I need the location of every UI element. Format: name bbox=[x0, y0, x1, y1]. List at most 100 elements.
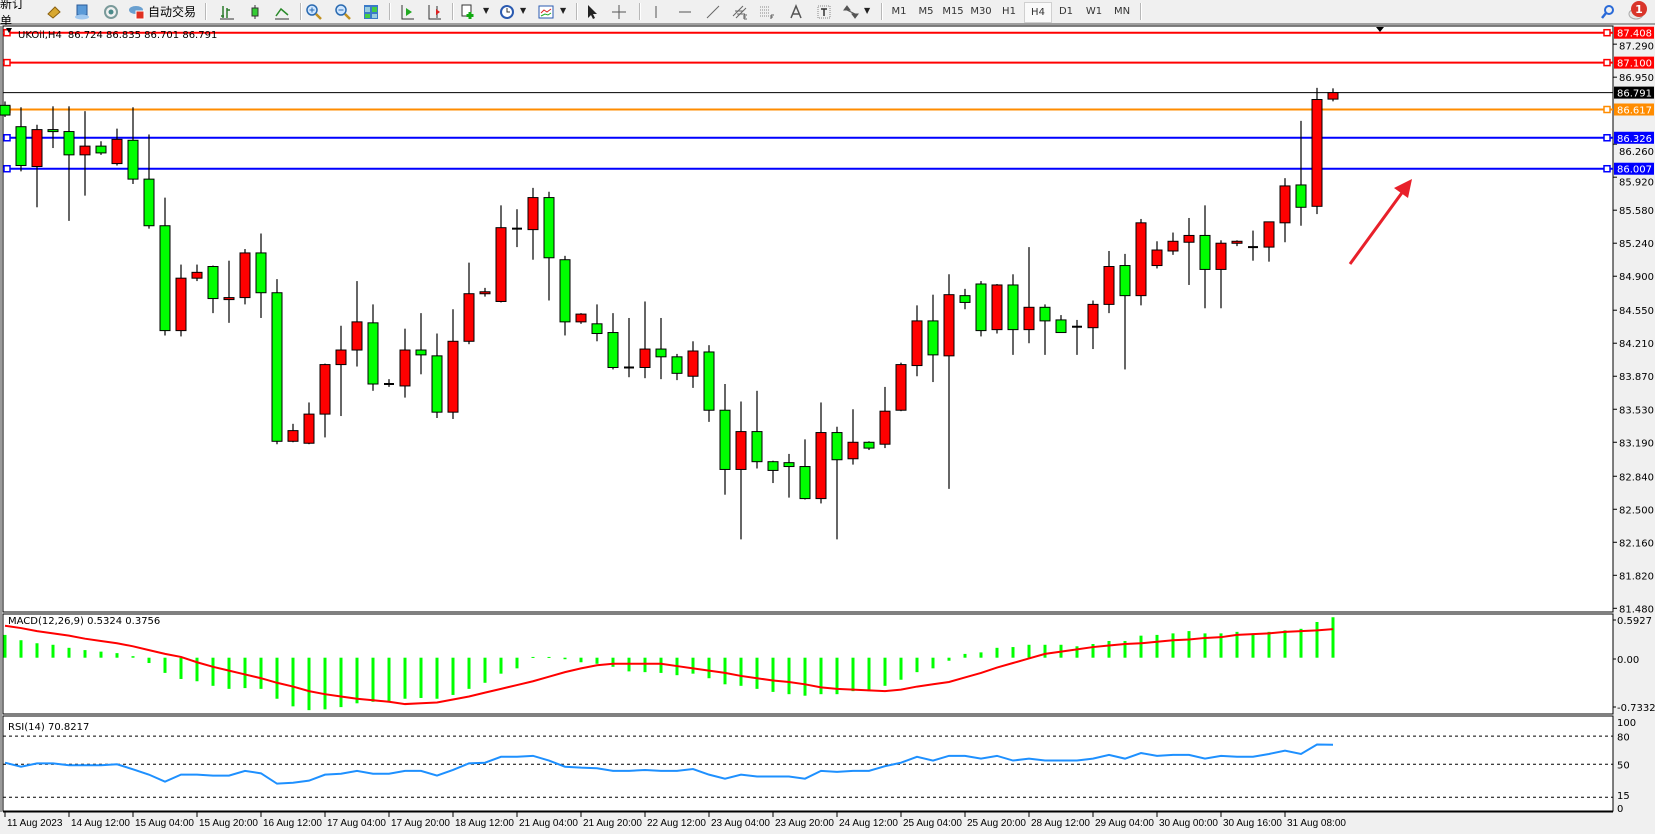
candle-body bbox=[639, 348, 651, 369]
candle bbox=[687, 341, 699, 388]
macd-histogram-bar bbox=[291, 657, 295, 707]
navigator-icon[interactable] bbox=[100, 2, 122, 21]
timeframe-d1[interactable]: D1 bbox=[1058, 6, 1074, 17]
line-chart-icon[interactable] bbox=[271, 2, 293, 21]
auto-scroll-icon[interactable] bbox=[396, 2, 418, 21]
macd-histogram-bar bbox=[851, 657, 855, 692]
auto-trading-button[interactable]: 自动交易 bbox=[126, 2, 198, 21]
candle-body bbox=[495, 227, 507, 302]
candle-body bbox=[1167, 240, 1179, 252]
equidistant-channel-icon[interactable] bbox=[729, 2, 751, 21]
candle-body bbox=[431, 355, 443, 413]
search-icon[interactable] bbox=[1597, 2, 1619, 21]
time-tick-label: 16 Aug 12:00 bbox=[263, 818, 322, 829]
timeframe-m5[interactable]: M5 bbox=[918, 6, 934, 17]
time-tick-label: 30 Aug 16:00 bbox=[1223, 818, 1282, 829]
arrow-head-icon bbox=[1394, 179, 1412, 198]
macd-histogram-bar bbox=[147, 657, 151, 664]
candle bbox=[1311, 87, 1323, 215]
arrows-icon[interactable] bbox=[840, 2, 862, 21]
candle-body bbox=[1183, 234, 1195, 243]
new-order-label: 新订单 bbox=[0, 0, 25, 28]
macd-axis-label: -0.7332 bbox=[1617, 703, 1655, 714]
text-icon[interactable] bbox=[785, 2, 807, 21]
candle bbox=[1023, 247, 1035, 344]
timeframe-h4[interactable]: H4 bbox=[1024, 2, 1052, 23]
macd-histogram-bar bbox=[211, 657, 215, 686]
arrows-dropdown-arrow[interactable]: ▼ bbox=[864, 6, 871, 15]
cursor-icon[interactable] bbox=[581, 2, 603, 21]
price-tick-label: 81.820 bbox=[1619, 571, 1654, 582]
zoom-out-icon[interactable] bbox=[332, 2, 354, 21]
bar-chart-icon[interactable] bbox=[216, 2, 238, 21]
horizontal-line-icon[interactable] bbox=[674, 2, 696, 21]
chart-shift-icon[interactable] bbox=[423, 2, 445, 21]
candle bbox=[767, 460, 779, 484]
candle bbox=[624, 317, 634, 378]
chart-shift-marker-icon[interactable] bbox=[1376, 27, 1384, 32]
candle-body bbox=[591, 323, 603, 335]
price-line-handle-left bbox=[3, 58, 11, 67]
macd-histogram-bar bbox=[451, 657, 455, 695]
data-window-icon[interactable] bbox=[71, 2, 93, 21]
candle bbox=[975, 281, 987, 337]
candle-body bbox=[703, 351, 715, 411]
timeframe-m1[interactable]: M1 bbox=[891, 6, 907, 17]
macd-histogram-bar bbox=[515, 657, 519, 669]
periods-dropdown-arrow[interactable]: ▼ bbox=[520, 6, 527, 15]
market-watch-icon[interactable] bbox=[43, 2, 65, 21]
timeframe-m30[interactable]: M30 bbox=[970, 6, 992, 17]
candle-body bbox=[287, 430, 299, 442]
rsi-panel-border bbox=[2, 715, 1614, 812]
timeframe-h1[interactable]: H1 bbox=[1002, 6, 1016, 17]
candle bbox=[1183, 217, 1195, 285]
price-axis: 87.290 86.950 86.260 85.920 85.580 85.240 84.9… bbox=[1613, 26, 1654, 615]
macd-histogram-bar bbox=[467, 657, 471, 689]
price-tick-label: 82.840 bbox=[1619, 472, 1654, 483]
candle-body bbox=[79, 145, 91, 156]
templates-dropdown-arrow[interactable]: ▼ bbox=[560, 6, 567, 15]
vertical-line-icon[interactable] bbox=[645, 2, 667, 21]
macd-histogram-bar bbox=[899, 657, 903, 680]
indicators-dropdown-arrow[interactable]: ▼ bbox=[483, 6, 490, 15]
new-order-button[interactable]: 新订单 bbox=[0, 0, 34, 28]
periods-icon[interactable] bbox=[496, 2, 518, 21]
candle-body bbox=[95, 145, 107, 154]
macd-indicator: MACD(12,26,9) 0.5324 0.3756 0.5927 0.00 -0.… bbox=[3, 616, 1655, 714]
price-tag-label: 86.326 bbox=[1617, 134, 1652, 145]
crosshair-icon[interactable] bbox=[608, 2, 630, 21]
macd-histogram-bar bbox=[35, 643, 39, 658]
candle bbox=[751, 390, 763, 469]
candle bbox=[399, 328, 411, 398]
macd-histogram-bar bbox=[163, 657, 167, 673]
price-tag-bg bbox=[1614, 56, 1654, 69]
candle bbox=[127, 107, 139, 184]
indicators-icon[interactable] bbox=[457, 2, 479, 21]
macd-histogram-bar bbox=[547, 656, 551, 658]
macd-histogram-bar bbox=[995, 647, 999, 658]
tile-windows-icon[interactable] bbox=[360, 2, 382, 21]
candle-body bbox=[543, 197, 555, 259]
candle-body bbox=[735, 431, 747, 470]
candle bbox=[95, 141, 107, 155]
text-label-icon[interactable] bbox=[813, 2, 835, 21]
trendline-icon[interactable] bbox=[702, 2, 724, 21]
templates-icon[interactable] bbox=[535, 2, 557, 21]
timeframe-mn[interactable]: MN bbox=[1113, 6, 1131, 17]
candle-body bbox=[127, 139, 139, 180]
macd-histogram-bar bbox=[787, 657, 791, 695]
timeframe-w1[interactable]: W1 bbox=[1085, 6, 1103, 17]
candlestick-icon[interactable] bbox=[244, 2, 266, 21]
fibonacci-icon[interactable] bbox=[756, 2, 778, 21]
candles bbox=[0, 87, 1339, 540]
candle-body bbox=[959, 295, 971, 303]
timeframe-m15[interactable]: M15 bbox=[942, 6, 964, 17]
candle-body bbox=[47, 129, 59, 133]
price-tick-label: 83.870 bbox=[1619, 372, 1654, 383]
zoom-in-icon[interactable] bbox=[303, 2, 325, 21]
candle bbox=[15, 107, 27, 172]
rsi-axis-label: 15 bbox=[1617, 791, 1630, 802]
candle-body bbox=[1151, 249, 1163, 267]
symbol-menu-triangle-icon[interactable] bbox=[6, 28, 12, 33]
